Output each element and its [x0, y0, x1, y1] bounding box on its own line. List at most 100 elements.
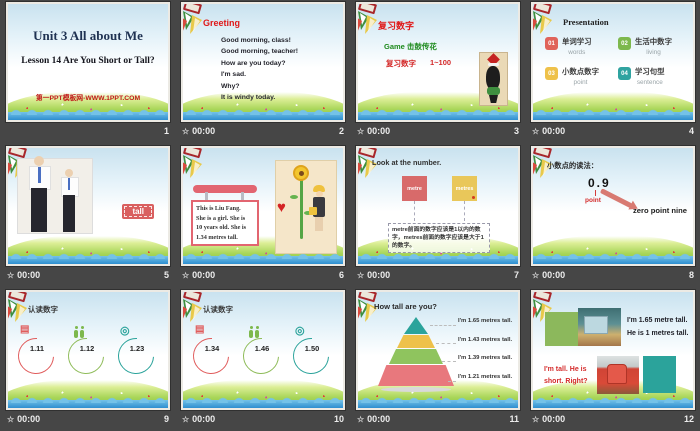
circle-value: 1.46	[254, 344, 270, 353]
slide-number: 7	[513, 270, 519, 280]
lesson-title: Unit 3 All about Me	[33, 28, 143, 43]
flower-specks-decoration	[183, 389, 343, 401]
slide-thumbnail-6[interactable]: This is Liu Fang. She is a girl. She is …	[181, 146, 345, 266]
item-number-badge: 04	[618, 67, 631, 80]
slide-timing: 00:00	[542, 270, 566, 280]
slide-cell-6: This is Liu Fang. She is a girl. She is …	[175, 144, 350, 288]
animation-star-icon	[7, 270, 14, 280]
slide-thumbnail-8[interactable]: 小数点的读法： 0.9 point zero point nine	[531, 146, 695, 266]
slide-thumbnail-5[interactable]: tall	[6, 146, 170, 266]
sunflower-icon	[293, 165, 309, 181]
slide-thumbnail-2[interactable]: Greeting Good morning, class! Good morni…	[181, 2, 345, 122]
circle-value: 1.34	[204, 344, 220, 353]
slide-number: 10	[333, 414, 344, 424]
abacus-icon: ▤	[20, 324, 30, 335]
item-label-en: point	[573, 79, 588, 86]
slide-thumbnail-7[interactable]: Look at the number. metre metres metre前面…	[356, 146, 520, 266]
photo-school-supplies	[578, 308, 621, 346]
animation-star-icon	[532, 126, 539, 136]
target-icon: ◎	[120, 325, 130, 337]
slide-cell-1: Unit 3 All about Me Lesson 14 Are You Sh…	[0, 0, 175, 144]
slide-number: 2	[338, 126, 344, 136]
height-statement: He is 1 metres tall.	[627, 330, 689, 337]
tall-label-stamp: tall	[122, 204, 154, 219]
liu-fang-description: This is Liu Fang. She is a girl. She is …	[191, 200, 259, 246]
animation-star-icon	[357, 270, 364, 280]
presentation-title: Presentation	[563, 17, 609, 27]
slide-thumbnail-1[interactable]: Unit 3 All about Me Lesson 14 Are You Sh…	[6, 2, 170, 122]
slide-cell-7: Look at the number. metre metres metre前面…	[350, 144, 525, 288]
animation-star-icon	[182, 414, 189, 424]
drummer-image	[479, 52, 508, 106]
slide-cell-2: Greeting Good morning, class! Good morni…	[175, 0, 350, 144]
slide-thumbnail-12[interactable]: I'm 1.65 metre tall. He is 1 metres tall…	[531, 290, 695, 410]
drummer-shorts	[487, 87, 500, 95]
slide-cell-12: I'm 1.65 metre tall. He is 1 metres tall…	[525, 288, 700, 431]
item-label-en: living	[646, 49, 661, 56]
look-number-title: Look at the number.	[372, 158, 442, 167]
slide-timing: 00:00	[17, 414, 41, 424]
people-icon	[74, 326, 84, 338]
signboard-post	[205, 192, 208, 202]
animation-star-icon	[532, 270, 539, 280]
decimal-reading-text: zero point nine	[633, 206, 687, 215]
sign-line: This is Liu Fang.	[196, 205, 241, 212]
slide-thumbnail-4[interactable]: Presentation 01 单词学习 words 02 生活中数字 livi…	[531, 2, 695, 122]
slide-thumbnail-9[interactable]: 认读数字 ▤ 1.11 1.12 ◎ 1.23	[6, 290, 170, 410]
sunflower-leaf	[290, 195, 298, 199]
slide-number: 4	[688, 126, 694, 136]
circle-value: 1.12	[79, 344, 95, 353]
slide-cell-4: Presentation 01 单词学习 words 02 生活中数字 livi…	[525, 0, 700, 144]
item-number-badge: 01	[545, 37, 558, 50]
slide-timing: 00:00	[542, 126, 566, 136]
pyramid-shadow	[381, 387, 451, 392]
slide-timing: 00:00	[192, 126, 216, 136]
greeting-line: Good morning, class!	[221, 37, 291, 44]
item-label-zh: 学习句型	[635, 67, 665, 76]
slide-thumbnail-3[interactable]: 复习数字 Game 击鼓传花 复习数字 1~100	[356, 2, 520, 122]
slide-thumbnail-11[interactable]: How tall are you? I'm 1.65 metres tall.	[356, 290, 520, 410]
question-line: short. Right?	[544, 378, 588, 385]
game-line: Game 击鼓传花	[384, 42, 437, 51]
item-number-badge: 03	[545, 67, 558, 80]
circle-ring	[185, 330, 237, 382]
slide-number: 8	[688, 270, 694, 280]
height-pyramid	[374, 316, 458, 396]
slide-thumbnail-10[interactable]: 认读数字 ▤ 1.34 1.46 ◎ 1.50	[181, 290, 345, 410]
review-label: 复习数字	[386, 59, 416, 68]
pyramid-level-green	[389, 349, 443, 364]
signboard-top-bar	[193, 185, 257, 193]
height-statement: I'm 1.43 metres tall.	[458, 336, 513, 343]
photo-girl-height-chart: ♥	[275, 160, 337, 254]
signboard-post	[241, 192, 244, 202]
animation-star-icon	[532, 414, 539, 424]
heart-balloon-icon: ♥	[277, 199, 286, 216]
agenda-item-03: 03 小数点数字 point	[545, 66, 612, 86]
dashed-connector	[414, 201, 415, 221]
abacus-icon: ▤	[195, 324, 205, 335]
slide-timing: 00:00	[192, 270, 216, 280]
animation-star-icon	[7, 414, 14, 424]
height-statement: I'm 1.65 metres tall.	[458, 318, 513, 324]
flower-specks-decoration	[8, 101, 168, 113]
red-arrow-icon	[599, 188, 633, 209]
animation-star-icon	[182, 126, 189, 136]
drummer-legs	[489, 95, 498, 103]
item-label-en: sentence	[636, 79, 663, 86]
target-icon: ◎	[295, 325, 305, 337]
flower-specks-decoration	[358, 101, 518, 113]
flower-specks-decoration	[8, 389, 168, 401]
animation-star-icon	[357, 414, 364, 424]
people-icon	[249, 326, 259, 338]
slide-timing: 00:00	[17, 270, 41, 280]
circle-ring	[285, 330, 337, 382]
question-line: I'm tall. He is	[544, 366, 587, 373]
leader-line	[448, 381, 456, 382]
teal-block	[643, 356, 676, 393]
agenda-item-02: 02 生活中数字 living	[618, 36, 685, 56]
slide-1-canvas: Unit 3 All about Me Lesson 14 Are You Sh…	[8, 4, 168, 120]
girl-hat	[313, 185, 325, 192]
item-label-zh: 小数点数字	[562, 67, 599, 76]
metre-rule-note: metre前面的数字应该是1以内的数字，metres前面的数字应该是大于1的数字…	[388, 223, 490, 253]
item-label-zh: 单词学习	[562, 37, 592, 46]
